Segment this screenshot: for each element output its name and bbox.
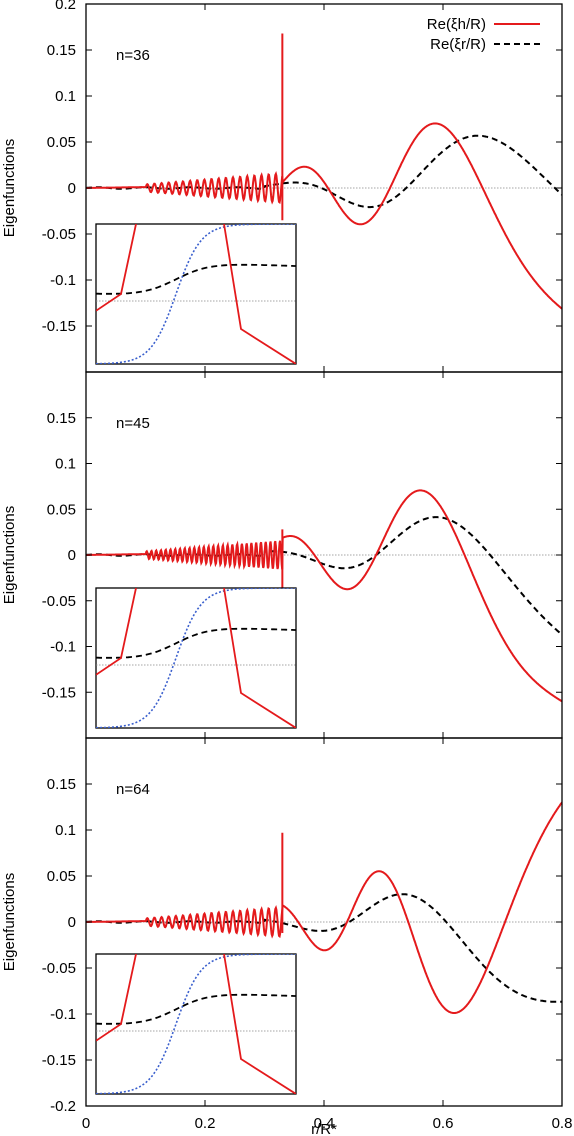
y-tick-label: 0 bbox=[68, 914, 76, 931]
y-tick-label: 0 bbox=[68, 180, 76, 197]
series-line-re-xi-r bbox=[86, 516, 562, 636]
y-tick-label: 0.15 bbox=[47, 410, 76, 427]
y-tick-label: 0.1 bbox=[55, 822, 76, 839]
y-tick-label: 0.1 bbox=[55, 456, 76, 473]
x-tick-label: 0.2 bbox=[195, 1115, 216, 1132]
y-tick-label: 0.05 bbox=[47, 134, 76, 151]
y-tick-label: -0.1 bbox=[50, 272, 76, 289]
inset-red-line-1 bbox=[223, 588, 296, 728]
inset-blue-dotted-line bbox=[96, 954, 296, 1094]
x-tick-label: 0.4 bbox=[314, 1115, 335, 1132]
inset-blue-dotted-line bbox=[96, 224, 296, 364]
panel-top: 0.2 0.15 0.1 0.05 0 -0.05 -0.1 -0.15 Eigenfuncti… bbox=[1, 0, 563, 373]
x-axis-label: r/R* bbox=[311, 1121, 337, 1136]
x-tick-label: 0 bbox=[82, 1115, 90, 1132]
inset-frame bbox=[95, 587, 297, 729]
panel-annotation: n=36 bbox=[116, 47, 150, 64]
panel-bottom: 0.15 0.1 0.05 0 -0.05 -0.1 -0.15 -0.2 0 0.2 0.4 0.6… bbox=[1, 737, 573, 1136]
panel-annotation: n=64 bbox=[116, 781, 150, 798]
x-tick-label: 0.8 bbox=[552, 1115, 573, 1132]
inset-blue-dotted-line bbox=[96, 588, 296, 728]
inset-red-line-1 bbox=[223, 224, 296, 364]
y-axis-label: Eigenfunctions bbox=[1, 873, 18, 971]
inset-black-dashed-line bbox=[96, 993, 296, 1025]
y-tick-label: -0.05 bbox=[42, 960, 76, 977]
inset-black-dashed-line bbox=[96, 263, 296, 295]
y-tick-label: 0.05 bbox=[47, 868, 76, 885]
y-tick-label: -0.05 bbox=[42, 226, 76, 243]
inset bbox=[95, 587, 297, 729]
inset-red-line-0 bbox=[96, 954, 137, 1042]
y-tick-label: 0 bbox=[68, 547, 76, 564]
y-tick-label: -0.1 bbox=[50, 1006, 76, 1023]
x-tick-label: 0.6 bbox=[433, 1115, 454, 1132]
inset bbox=[95, 953, 297, 1095]
curves bbox=[86, 33, 562, 310]
panel-middle: 0.15 0.1 0.05 0 -0.05 -0.1 -0.15 Eigenfunctions… bbox=[1, 371, 563, 739]
y-tick-label: -0.2 bbox=[50, 1098, 76, 1115]
y-axis-label: Eigenfunctions bbox=[1, 139, 18, 237]
series-line-re-xi-r bbox=[86, 134, 562, 209]
y-tick-label: -0.15 bbox=[42, 318, 76, 335]
inset bbox=[95, 223, 297, 365]
y-tick-label: 0.1 bbox=[55, 88, 76, 105]
series-line-re-xi-h bbox=[86, 489, 562, 703]
inset-red-line-0 bbox=[96, 588, 137, 676]
panel-annotation: n=45 bbox=[116, 415, 150, 432]
y-tick-label: 0.15 bbox=[47, 42, 76, 59]
inset-frame bbox=[95, 223, 297, 365]
y-tick-label: 0.2 bbox=[55, 0, 76, 13]
series-line-re-xi-r bbox=[86, 893, 562, 1003]
legend-label: Re(ξr/R) bbox=[430, 36, 486, 53]
y-tick-label: -0.1 bbox=[50, 639, 76, 656]
legend-label: Re(ξh/R) bbox=[427, 16, 486, 33]
series-line-re-xi-h bbox=[86, 801, 562, 1014]
y-tick-label: 0.05 bbox=[47, 501, 76, 518]
y-tick-label: -0.15 bbox=[42, 1052, 76, 1069]
inset-black-dashed-line bbox=[96, 627, 296, 659]
inset-red-line-0 bbox=[96, 224, 137, 312]
y-axis-label: Eigenfunctions bbox=[1, 506, 18, 604]
y-tick-label: -0.15 bbox=[42, 684, 76, 701]
series-line-re-xi-h bbox=[86, 122, 562, 310]
inset-red-line-1 bbox=[223, 954, 296, 1094]
curves bbox=[86, 801, 562, 1014]
y-tick-label: -0.05 bbox=[42, 593, 76, 610]
y-tick-label: 0.15 bbox=[47, 776, 76, 793]
inset-frame bbox=[95, 953, 297, 1095]
